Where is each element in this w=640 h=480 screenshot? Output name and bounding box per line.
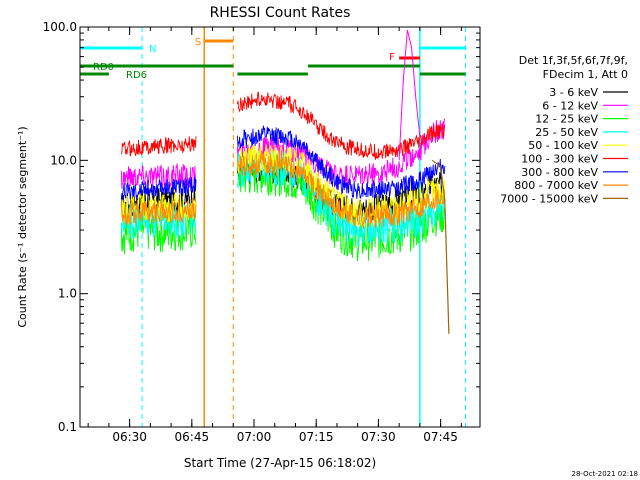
x-tick-label: 07:45: [423, 430, 458, 444]
x-tick-label: 07:30: [361, 430, 396, 444]
legend-entry-label: 25 - 50 keV: [535, 126, 598, 139]
plot-frame: [79, 26, 481, 428]
y-tick-label: 0.1: [58, 420, 77, 434]
rd6-flag-label: RD6: [126, 70, 147, 81]
y-tick-label: 10.0: [50, 153, 77, 167]
y-tick-label: 1.0: [58, 287, 77, 301]
flare-flag-label: F: [389, 52, 395, 63]
footer-timestamp: 28-Oct-2021 02:18: [572, 470, 638, 478]
x-tick-label: 07:15: [299, 430, 334, 444]
series-line: [120, 163, 197, 190]
y-tick-label: 100.0: [43, 20, 77, 34]
series-line: [236, 118, 446, 189]
legend: Det 1f,3f,5f,6f,7f,9f,FDecim 1, Att 0 3 -…: [500, 54, 628, 205]
x-tick-label: 07:00: [237, 430, 272, 444]
saa-flag-label: S: [195, 37, 201, 48]
flare-spike-line: [398, 29, 421, 161]
series-line-7000-15000: [431, 159, 450, 334]
legend-entry-label: 3 - 6 keV: [549, 86, 598, 99]
legend-entry-label: 300 - 800 keV: [521, 166, 598, 179]
legend-entry-label: 100 - 300 keV: [521, 153, 598, 166]
legend-entry-label: 800 - 7000 keV: [514, 179, 598, 192]
series-layer: [120, 29, 450, 334]
flag-layer: N S RD0 RD6 F: [80, 27, 466, 427]
x-axis-label: Start Time (27-Apr-15 06:18:02): [184, 456, 376, 470]
legend-title-line: Det 1f,3f,5f,6f,7f,9f,: [519, 54, 628, 67]
series-line: [236, 125, 446, 199]
x-tick-label: 06:30: [112, 430, 147, 444]
axis-layer: 06:30 06:45 07:00 07:15 07:30 07:45 0.1 1.0 10.0…: [43, 20, 480, 444]
series-line: [120, 176, 197, 200]
legend-entry-label: 6 - 12 keV: [542, 99, 598, 112]
legend-entry-label: 7000 - 15000 keV: [500, 192, 598, 205]
x-tick-label: 06:45: [175, 430, 210, 444]
y-axis-label: Count Rate (s⁻¹ detector segment⁻¹): [16, 126, 29, 327]
series-line: [120, 190, 197, 224]
series-line: [236, 91, 446, 160]
chart-title: RHESSI Count Rates: [210, 5, 351, 21]
legend-entry-label: 50 - 100 keV: [528, 139, 598, 152]
series-line: [120, 197, 197, 226]
rd0-flag-label: RD0: [93, 62, 114, 73]
series-line: [120, 136, 197, 157]
legend-title-line: FDecim 1, Att 0: [543, 68, 628, 81]
night-flag-label: N: [149, 44, 156, 55]
legend-entry-label: 12 - 25 keV: [535, 113, 598, 126]
series-line: [236, 150, 446, 229]
